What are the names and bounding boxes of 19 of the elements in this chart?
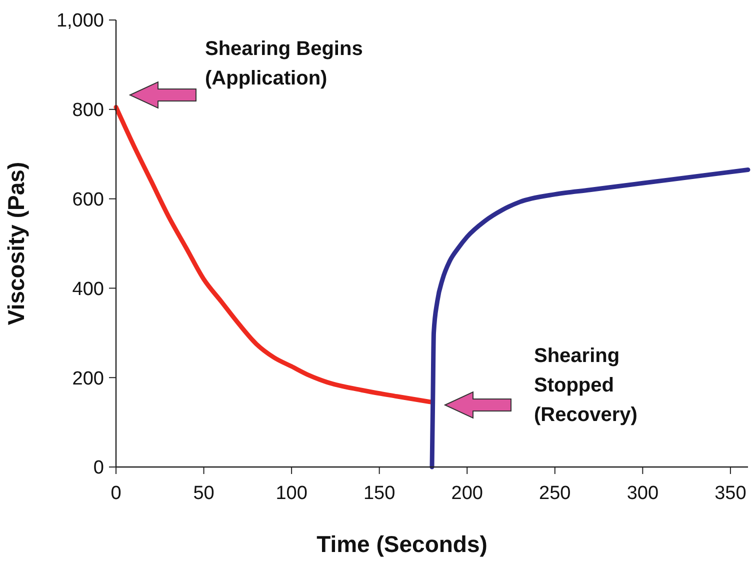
x-axis-title: Time (Seconds)	[316, 531, 488, 557]
y-tick-label: 800	[72, 100, 104, 122]
y-tick-label: 600	[72, 189, 104, 210]
x-tick-label: 150	[363, 483, 396, 504]
x-tick-label: 350	[714, 483, 746, 504]
y-tick-label: 0	[93, 458, 104, 479]
x-tick-label: 100	[276, 483, 308, 504]
y-tick-label: 400	[72, 278, 104, 300]
x-tick-label: 50	[193, 483, 214, 504]
y-tick-label: 1,000	[56, 10, 104, 32]
annotation: Shearing Stopped (Recovery)	[534, 345, 638, 426]
x-tick-label: 300	[626, 483, 659, 504]
annotation: Shearing Begins (Application)	[205, 38, 363, 90]
x-tick-label: 0	[110, 483, 122, 504]
y-axis-title: Viscosity (Pas)	[3, 162, 29, 326]
line-series	[430, 167, 750, 470]
x-tick-label: 250	[539, 483, 571, 504]
x-tick-label: 200	[451, 483, 483, 504]
y-tick-label: 200	[72, 368, 104, 390]
